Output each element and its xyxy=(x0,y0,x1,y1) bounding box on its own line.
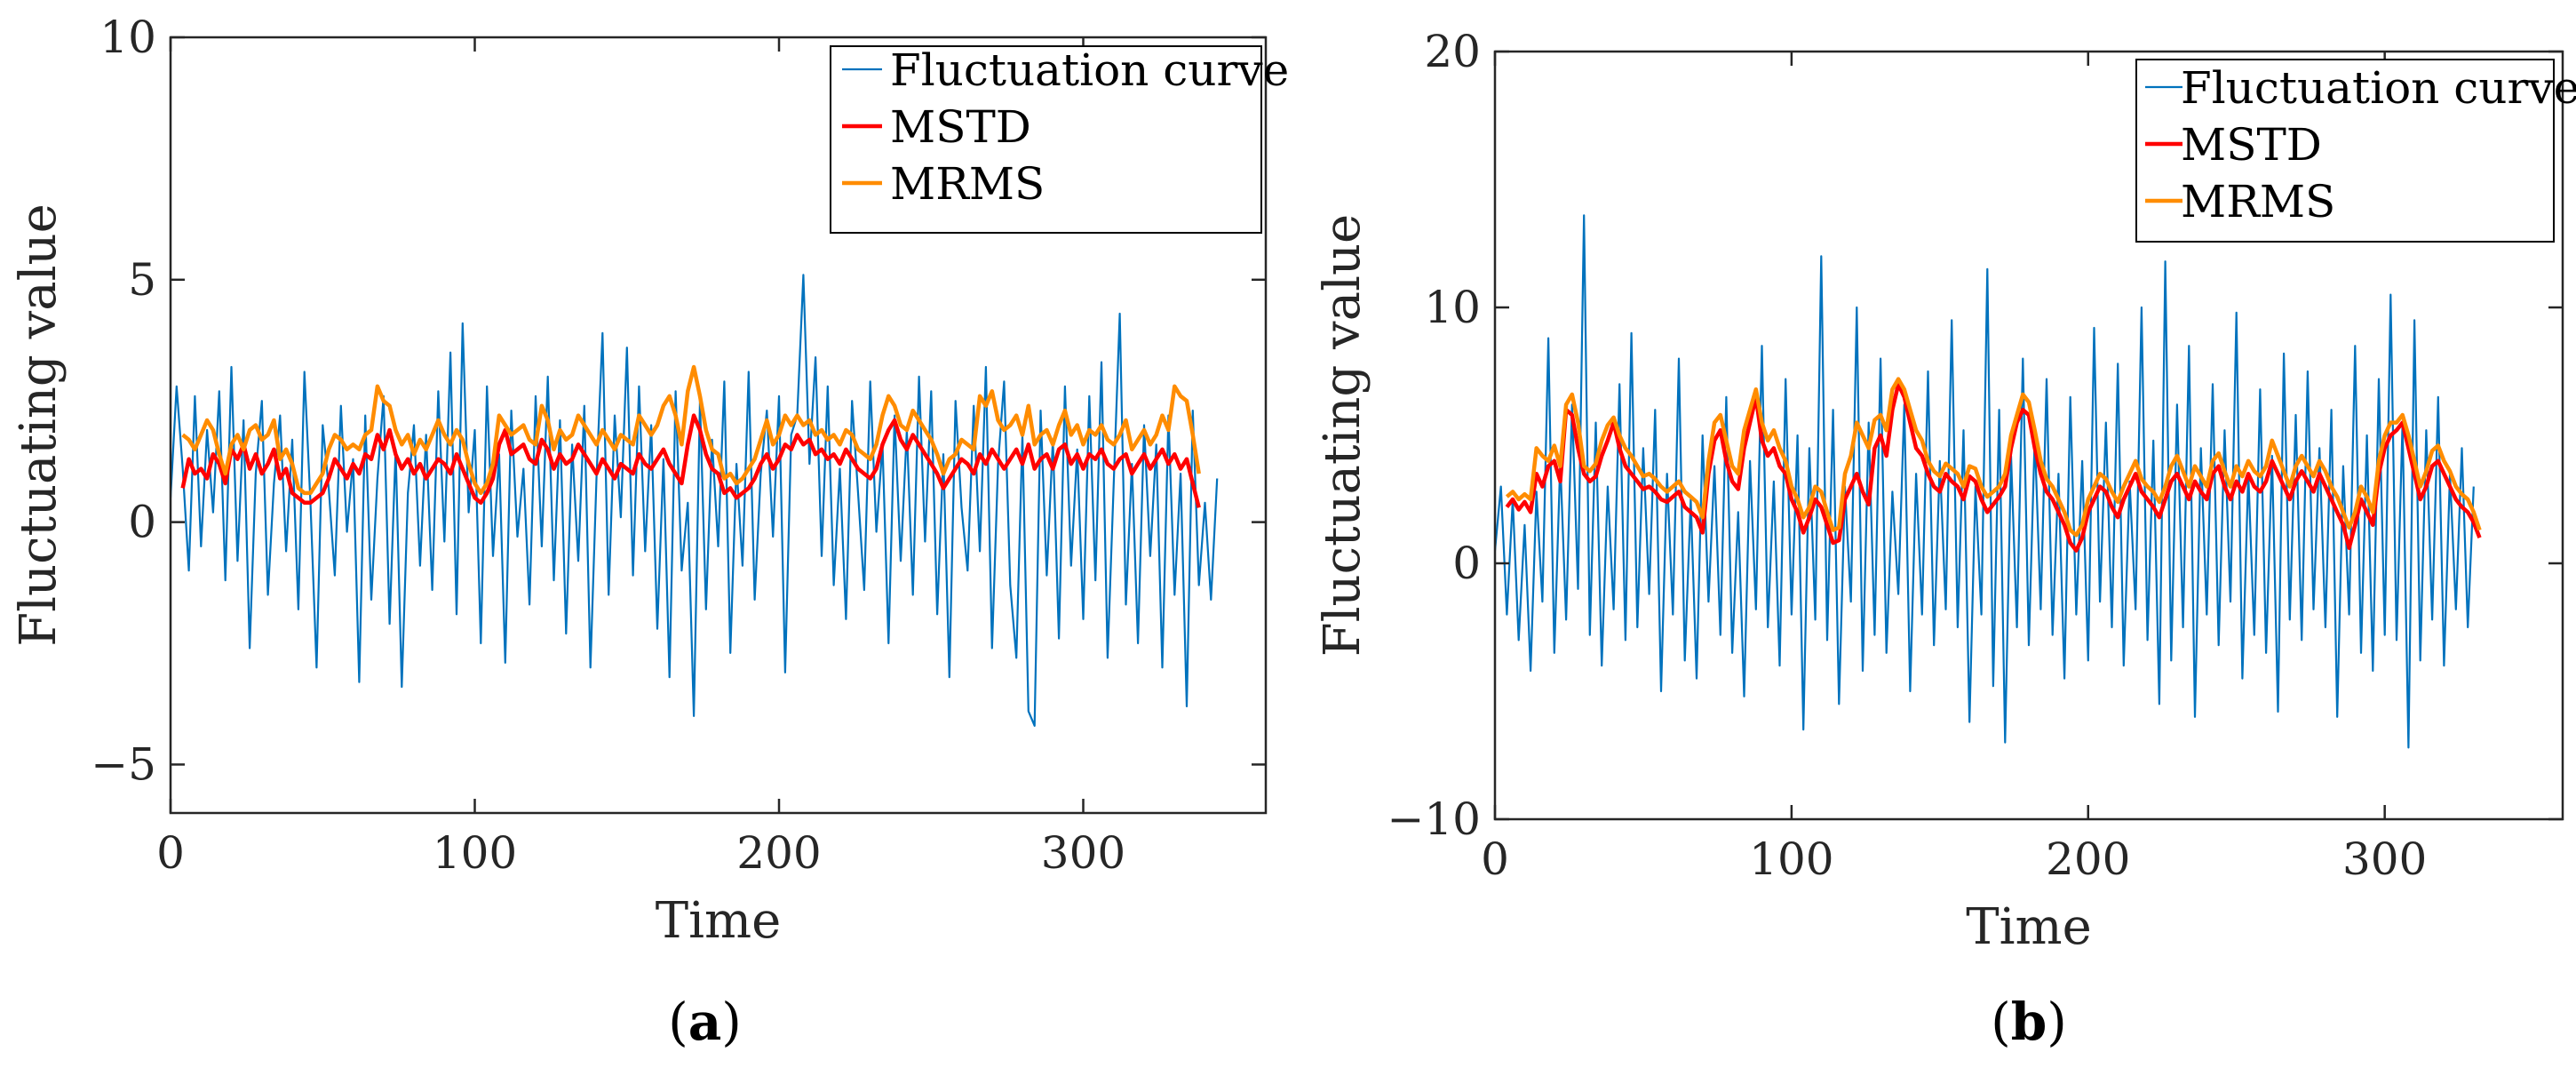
panel-a-x-tick-label: 300 xyxy=(1041,827,1125,879)
panel-a-y-tick-label: 5 xyxy=(128,254,156,306)
panel-a-y-tick-label: 0 xyxy=(128,497,156,548)
panel-a-series-mrms xyxy=(181,364,1201,496)
panel-a-legend-label-mrms: MRMS xyxy=(890,158,1045,210)
panel-a-caption-close: ) xyxy=(721,992,742,1052)
panel-a-legend-box xyxy=(830,45,1262,234)
panel-b-legend-label-fluctuation: Fluctuation curve xyxy=(2181,62,2576,114)
panel-a-legend-label-fluctuation: Fluctuation curve xyxy=(890,44,1289,96)
panel-b-legend-label-mrms: MRMS xyxy=(2181,176,2335,227)
panel-b-y-tick-label: 10 xyxy=(1424,282,1481,333)
panel-a-x-tick-label: 0 xyxy=(156,827,185,879)
panel-b-caption-open: ( xyxy=(1991,992,2011,1052)
panel-a-x-tick-label: 100 xyxy=(433,827,517,879)
panel-a-series xyxy=(171,274,1219,727)
panel-a-caption: (a) xyxy=(668,992,742,1052)
panel-b-y-tick-label: −10 xyxy=(1387,793,1481,845)
panel-b-series-mrms xyxy=(1505,377,2482,538)
panel-b-legend-label-mstd: MSTD xyxy=(2181,119,2322,171)
panel-b-axes-box xyxy=(1493,50,2564,821)
panel-b-legend-box xyxy=(2135,59,2555,243)
panel-b-x-axis-label: Time xyxy=(1966,898,2092,956)
panel-a-y-tick-label: 10 xyxy=(99,12,156,63)
panel-b-series-fluctuation xyxy=(1495,214,2475,749)
panel-b-x-tick-label: 200 xyxy=(2046,833,2130,885)
panel-a-caption-letter: a xyxy=(688,992,722,1052)
panel-b-series xyxy=(1495,214,2482,749)
panel-a-y-axis-label: Fluctuating value xyxy=(10,203,68,646)
panel-a-legend-label-mstd: MSTD xyxy=(890,101,1031,153)
panel-b-caption-letter: b xyxy=(2011,992,2047,1052)
panel-b-y-axis-label: Fluctuating value xyxy=(1314,214,1371,657)
panel-b-x-tick-label: 0 xyxy=(1481,833,1509,885)
panel-b-legend: Fluctuation curve MSTD MRMS xyxy=(2135,59,2576,243)
panel-b-series-mstd xyxy=(1505,382,2482,553)
panel-b-y-tick-label: 0 xyxy=(1452,538,1481,589)
panel-b-caption: (b) xyxy=(1991,992,2067,1052)
panel-a-x-tick-label: 200 xyxy=(736,827,821,879)
panel-a-series-fluctuation xyxy=(171,274,1219,727)
panel-a-axes-box xyxy=(169,36,1268,815)
panel-a-series-mstd xyxy=(180,413,1201,508)
panel-b-x-tick-label: 100 xyxy=(1749,833,1833,885)
panel-a-x-axis-label: Time xyxy=(656,892,782,950)
panel-a-y-tick-label: −5 xyxy=(91,738,156,790)
panel-a-caption-open: ( xyxy=(668,992,688,1052)
panel-a-legend: Fluctuation curve MSTD MRMS xyxy=(830,44,1289,234)
panel-b-y-tick-label: 20 xyxy=(1424,26,1481,77)
panel-b-x-tick-label: 300 xyxy=(2342,833,2427,885)
panel-b-caption-close: ) xyxy=(2047,992,2067,1052)
